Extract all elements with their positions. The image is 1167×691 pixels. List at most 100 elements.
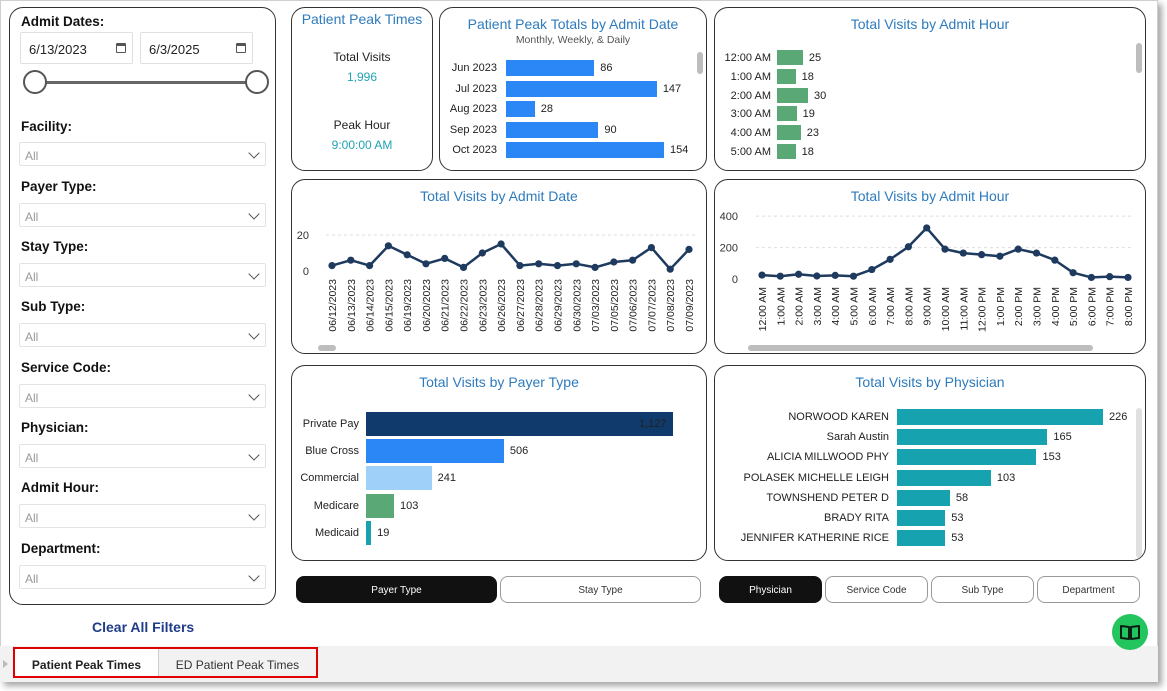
bar-value: 23 <box>806 127 820 140</box>
bar[interactable] <box>506 80 657 97</box>
x-tick-label: 12:00 AM <box>757 287 769 331</box>
toggle-stay-type[interactable]: Stay Type <box>500 576 701 603</box>
peak-hour-label: Peak Hour <box>333 118 391 132</box>
toggle-service-code[interactable]: Service Code <box>825 576 928 603</box>
facility-dropdown[interactable]: All <box>19 142 266 166</box>
x-tick-label: 5:00 AM <box>849 287 861 326</box>
data-point <box>516 262 524 270</box>
payer-type-dropdown[interactable]: All <box>19 203 266 227</box>
bar[interactable] <box>506 121 599 138</box>
bar-value: 25 <box>808 52 822 64</box>
data-point <box>666 265 674 273</box>
bar[interactable] <box>777 144 796 159</box>
data-point <box>978 251 986 259</box>
department-dropdown[interactable]: All <box>19 565 266 589</box>
bar[interactable] <box>506 142 664 158</box>
date-range-start-handle[interactable] <box>23 70 47 94</box>
bar-label: 2:00 AM <box>730 89 771 102</box>
bar-label: Aug 2023 <box>449 103 497 115</box>
bar-label: BRADY RITA <box>824 512 889 524</box>
x-tick-label: 9:00 AM <box>922 287 934 326</box>
service-code-dropdown[interactable]: All <box>19 384 266 408</box>
admit-dates-label: Admit Dates: <box>21 14 105 29</box>
vertical-scrollbar[interactable] <box>1136 408 1142 558</box>
clear-all-filters-button[interactable]: Clear All Filters <box>92 619 195 635</box>
bar[interactable] <box>366 520 372 545</box>
horizontal-scrollbar[interactable] <box>318 345 336 351</box>
data-point <box>758 271 766 279</box>
physician-label: Physician: <box>21 420 89 435</box>
bar[interactable] <box>897 510 946 526</box>
y-tick-label: 400 <box>720 211 738 223</box>
bar[interactable] <box>777 125 801 141</box>
bar-label: TOWNSHEND PETER D <box>766 491 889 504</box>
bar[interactable] <box>366 493 395 518</box>
physician-dropdown[interactable]: All <box>19 444 266 468</box>
x-tick-label: 8:00 PM <box>1123 287 1135 326</box>
x-tick-label: 06/28/2023 <box>534 279 546 332</box>
bar[interactable] <box>366 412 673 436</box>
stay-type-label: Stay Type: <box>21 239 89 254</box>
calendar-icon[interactable] <box>236 43 246 53</box>
tab-scroll-left-icon[interactable] <box>3 660 8 668</box>
bar[interactable] <box>897 449 1037 466</box>
bar[interactable] <box>506 60 595 76</box>
admit-hour-dropdown[interactable]: All <box>19 504 266 528</box>
x-tick-label: 07/08/2023 <box>665 279 677 332</box>
horizontal-scrollbar[interactable] <box>748 345 1093 351</box>
x-tick-label: 4:00 PM <box>1050 287 1062 326</box>
bar[interactable] <box>366 439 504 464</box>
tab-patient-peak-times[interactable]: Patient Peak Times <box>15 649 158 676</box>
bar-label: Sep 2023 <box>449 123 497 136</box>
tab-ed-patient-peak-times[interactable]: ED Patient Peak Times <box>175 658 300 672</box>
bar[interactable] <box>366 466 432 491</box>
bar[interactable] <box>897 409 1103 425</box>
sub-type-dropdown[interactable]: All <box>19 323 266 347</box>
toggle-department[interactable]: Department <box>1037 576 1140 603</box>
data-point <box>1014 245 1022 253</box>
data-point <box>422 260 430 268</box>
bar[interactable] <box>777 68 796 84</box>
chevron-down-icon <box>248 389 260 401</box>
bar[interactable] <box>777 106 797 122</box>
x-tick-label: 07/06/2023 <box>628 279 640 332</box>
bar-label: ALICIA MILLWOOD PHY <box>766 451 889 464</box>
bar[interactable] <box>777 87 808 103</box>
bar[interactable] <box>506 101 535 117</box>
toggle-payer-type[interactable]: Payer Type <box>296 576 497 603</box>
end-date-input[interactable]: 6/3/2025 <box>140 32 253 64</box>
bar[interactable] <box>897 530 946 547</box>
vertical-scrollbar[interactable] <box>697 52 703 74</box>
calendar-icon[interactable] <box>116 43 126 53</box>
x-tick-label: 06/20/2023 <box>421 279 433 332</box>
stay-type-dropdown[interactable]: All <box>19 263 266 287</box>
x-tick-label: 07/05/2023 <box>609 279 621 332</box>
bar-value: 103 <box>996 471 1016 484</box>
bar-label: 3:00 AM <box>730 108 771 121</box>
x-tick-label: 5:00 PM <box>1068 287 1080 326</box>
bar[interactable] <box>897 489 950 506</box>
bar[interactable] <box>897 469 991 486</box>
vertical-scrollbar[interactable] <box>1136 43 1142 73</box>
bar[interactable] <box>897 429 1048 446</box>
line-hour-card: Total Visits by Admit Hour 0 200 400 12:00 … <box>714 179 1146 354</box>
bookmark-button[interactable] <box>1112 614 1148 650</box>
x-tick-label: 1:00 PM <box>995 287 1007 326</box>
date-range-end-handle[interactable] <box>245 70 269 94</box>
toggle-physician[interactable]: Physician <box>719 576 822 603</box>
date-range-slider-track[interactable] <box>35 81 258 84</box>
bar-value: 86 <box>600 62 613 74</box>
x-tick-label: 07/09/2023 <box>684 279 696 332</box>
chevron-down-icon <box>248 328 260 340</box>
tab-divider <box>158 649 159 676</box>
chevron-down-icon <box>248 147 260 159</box>
x-tick-label: 2:00 AM <box>794 287 806 326</box>
x-tick-label: 06/12/2023 <box>327 279 339 332</box>
x-tick-label: 06/14/2023 <box>365 279 377 332</box>
toggle-sub-type[interactable]: Sub Type <box>931 576 1034 603</box>
data-point <box>1124 273 1132 282</box>
bar[interactable] <box>777 50 803 65</box>
hour-bars-title: Total Visits by Admit Hour <box>850 16 1010 32</box>
start-date-input[interactable]: 6/13/2023 <box>20 32 133 64</box>
data-point <box>328 262 336 270</box>
